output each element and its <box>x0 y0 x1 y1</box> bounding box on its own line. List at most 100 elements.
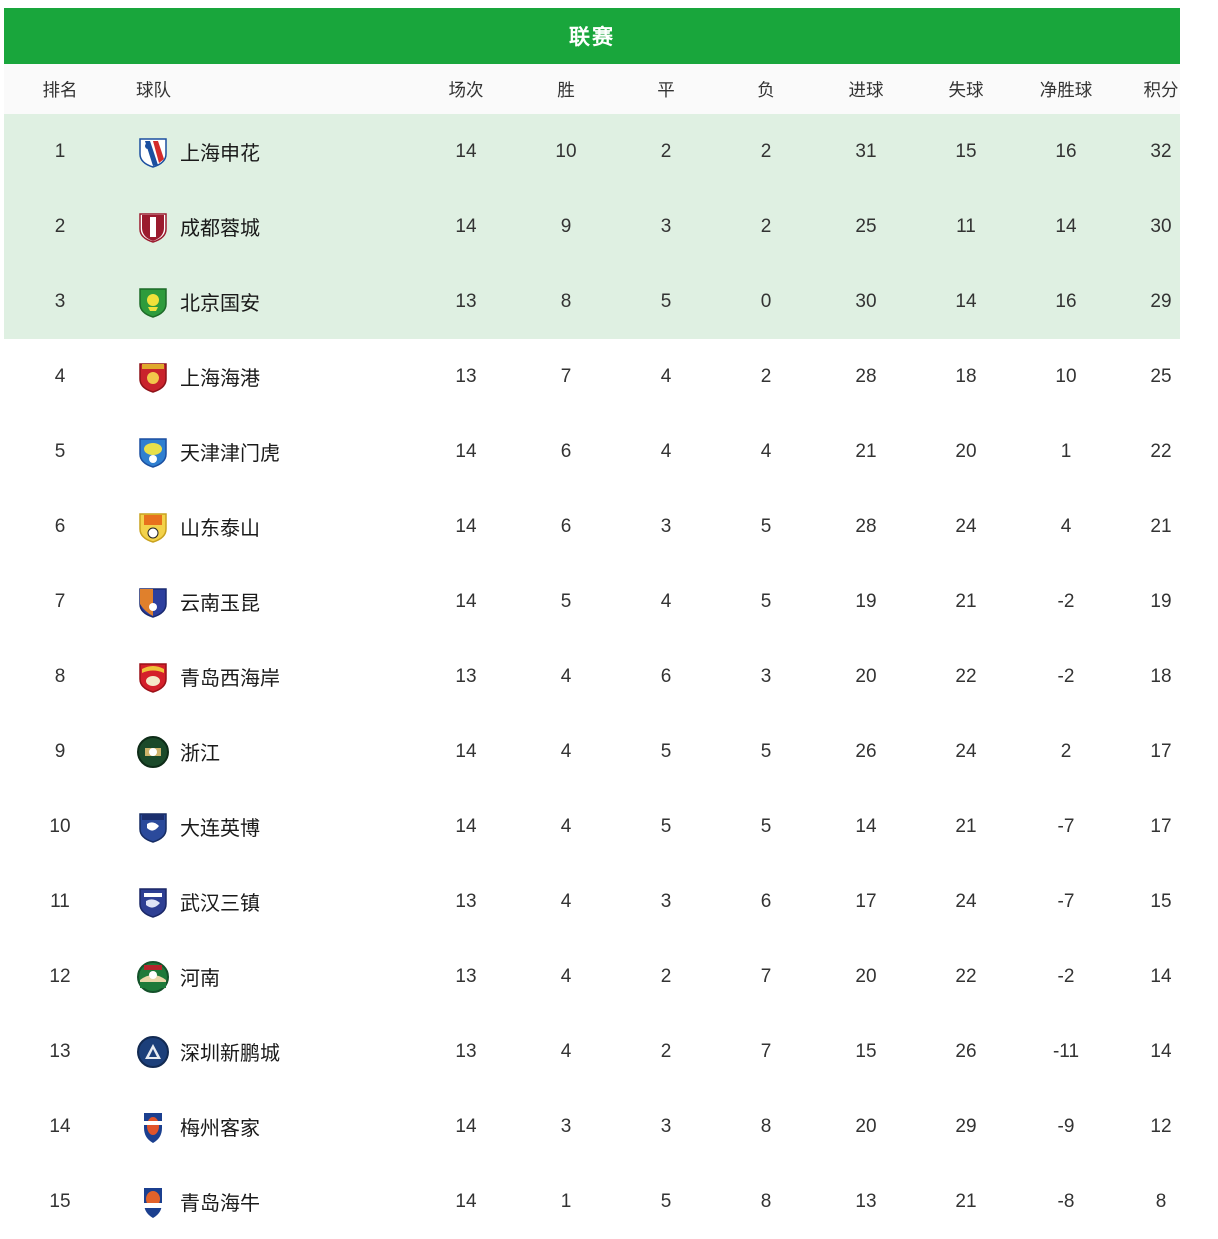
cell-loss: 5 <box>760 515 772 537</box>
meizhou-hakka-logo <box>136 1110 170 1144</box>
cell-goals-against: 24 <box>955 890 977 912</box>
cell-played: 13 <box>455 1040 477 1062</box>
table-row[interactable]: 11 武汉三镇 13 4 3 6 17 24 -7 15 <box>4 864 1180 939</box>
cell-rank: 11 <box>50 890 70 912</box>
table-row[interactable]: 12 河南 13 4 2 7 20 22 -2 14 <box>4 939 1180 1014</box>
cell-played: 14 <box>455 215 477 237</box>
table-row[interactable]: 7 云南玉昆 14 5 4 5 19 21 -2 19 <box>4 564 1180 639</box>
table-row[interactable]: 2 成都蓉城 14 9 3 2 25 11 14 30 <box>4 189 1180 264</box>
column-header-goal-diff: 净胜球 <box>1039 79 1093 100</box>
cell-loss: 3 <box>760 665 772 687</box>
cell-points: 12 <box>1150 1115 1172 1137</box>
cell-team: 深圳新鹏城 <box>116 1035 416 1069</box>
table-row[interactable]: 4 上海海港 13 7 4 2 28 18 10 25 <box>4 339 1180 414</box>
table-header-row: 排名 球队 场次 胜 平 负 进球 失球 净胜球 积分 <box>4 64 1180 114</box>
cell-win: 5 <box>560 590 572 612</box>
column-header-goals-against: 失球 <box>948 79 984 100</box>
cell-goals-against: 14 <box>955 290 977 312</box>
cell-points: 29 <box>1150 290 1172 312</box>
cell-goals-for: 17 <box>855 890 877 912</box>
column-header-rank: 排名 <box>42 79 78 100</box>
cell-points: 8 <box>1155 1190 1167 1212</box>
team-name: 天津津门虎 <box>180 443 280 465</box>
cell-rank: 15 <box>49 1190 71 1212</box>
cell-goal-diff: -2 <box>1057 590 1075 612</box>
cell-rank: 3 <box>54 290 66 312</box>
cell-team: 浙江 <box>116 735 416 769</box>
cell-goals-for: 20 <box>855 1115 877 1137</box>
table-row[interactable]: 14 梅州客家 14 3 3 8 20 29 -9 12 <box>4 1089 1180 1164</box>
cell-goal-diff: -7 <box>1057 815 1075 837</box>
chengdu-rongcheng-logo <box>136 210 170 244</box>
table-row[interactable]: 5 天津津门虎 14 6 4 4 21 20 1 22 <box>4 414 1180 489</box>
cell-goal-diff: -8 <box>1057 1190 1075 1212</box>
cell-rank: 9 <box>54 740 66 762</box>
beijing-guoan-logo <box>136 285 170 319</box>
table-row[interactable]: 13 深圳新鹏城 13 4 2 7 15 26 -11 14 <box>4 1014 1180 1089</box>
table-row[interactable]: 15 青岛海牛 14 1 5 8 13 21 -8 8 <box>4 1164 1180 1239</box>
cell-team: 河南 <box>116 960 416 994</box>
table-row[interactable]: 1 上海申花 14 10 2 2 31 15 16 32 <box>4 114 1180 189</box>
cell-played: 14 <box>455 1115 477 1137</box>
cell-team: 青岛西海岸 <box>116 660 416 694</box>
cell-win: 8 <box>560 290 572 312</box>
standings-table: 排名 球队 场次 胜 平 负 进球 失球 净胜球 积分 1 上海申花 14 10 2 2 3… <box>4 64 1180 1239</box>
cell-goals-for: 28 <box>855 365 877 387</box>
column-header-team: 球队 <box>136 79 171 100</box>
cell-win: 4 <box>560 665 572 687</box>
cell-played: 14 <box>455 1190 477 1212</box>
cell-goals-for: 28 <box>855 515 877 537</box>
qingdao-west-coast-logo <box>136 660 170 694</box>
cell-rank: 5 <box>54 440 66 462</box>
cell-draw: 4 <box>660 440 672 462</box>
team-name: 上海申花 <box>180 143 260 165</box>
cell-loss: 5 <box>760 740 772 762</box>
cell-rank: 1 <box>54 140 66 162</box>
cell-loss: 5 <box>760 590 772 612</box>
cell-win: 4 <box>560 1040 572 1062</box>
cell-goals-against: 11 <box>956 215 976 237</box>
cell-win: 4 <box>560 965 572 987</box>
wuhan-three-towns-logo <box>136 885 170 919</box>
table-row[interactable]: 6 山东泰山 14 6 3 5 28 24 4 21 <box>4 489 1180 564</box>
table-row[interactable]: 3 北京国安 13 8 5 0 30 14 16 29 <box>4 264 1180 339</box>
cell-points: 22 <box>1150 440 1172 462</box>
cell-rank: 10 <box>49 815 71 837</box>
cell-loss: 7 <box>760 965 772 987</box>
cell-draw: 2 <box>660 1040 672 1062</box>
cell-rank: 2 <box>54 215 66 237</box>
cell-goals-against: 21 <box>955 590 977 612</box>
cell-goals-for: 21 <box>855 440 877 462</box>
cell-team: 北京国安 <box>116 285 416 319</box>
cell-points: 19 <box>1150 590 1172 612</box>
cell-rank: 7 <box>54 590 66 612</box>
cell-draw: 5 <box>660 815 672 837</box>
cell-played: 14 <box>455 515 477 537</box>
team-name: 山东泰山 <box>180 518 260 540</box>
team-name: 青岛西海岸 <box>180 668 280 690</box>
cell-points: 17 <box>1150 815 1172 837</box>
cell-draw: 3 <box>660 515 672 537</box>
team-name: 云南玉昆 <box>180 593 260 615</box>
cell-goals-against: 21 <box>955 815 977 837</box>
cell-draw: 3 <box>660 1115 672 1137</box>
cell-goal-diff: -2 <box>1057 665 1075 687</box>
cell-goals-against: 24 <box>955 515 977 537</box>
cell-team: 梅州客家 <box>116 1110 416 1144</box>
table-row[interactable]: 9 浙江 14 4 5 5 26 24 2 17 <box>4 714 1180 789</box>
cell-win: 1 <box>560 1190 572 1212</box>
cell-goals-for: 20 <box>855 665 877 687</box>
cell-team: 上海海港 <box>116 360 416 394</box>
cell-goal-diff: -11 <box>1052 1040 1080 1062</box>
cell-goals-for: 30 <box>855 290 877 312</box>
cell-goals-against: 15 <box>955 140 977 162</box>
cell-points: 17 <box>1150 740 1172 762</box>
team-name: 青岛海牛 <box>180 1193 260 1215</box>
table-row[interactable]: 8 青岛西海岸 13 4 6 3 20 22 -2 18 <box>4 639 1180 714</box>
table-row[interactable]: 10 大连英博 14 4 5 5 14 21 -7 17 <box>4 789 1180 864</box>
cell-goal-diff: -2 <box>1057 965 1075 987</box>
team-name: 河南 <box>180 968 220 990</box>
cell-goals-against: 21 <box>955 1190 977 1212</box>
cell-team: 云南玉昆 <box>116 585 416 619</box>
cell-win: 6 <box>560 440 572 462</box>
